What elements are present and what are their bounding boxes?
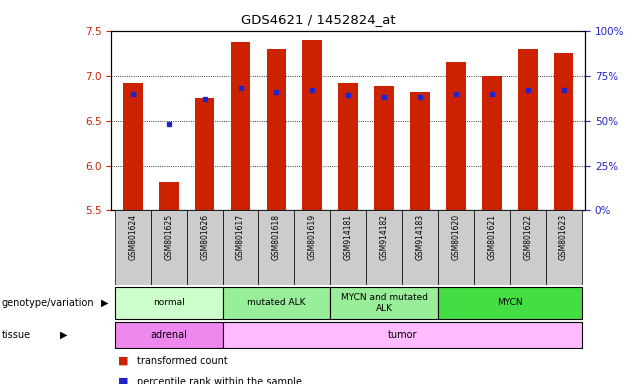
Text: GSM801623: GSM801623 <box>559 214 568 260</box>
Text: transformed count: transformed count <box>137 356 228 366</box>
Text: GSM801622: GSM801622 <box>523 214 532 260</box>
Bar <box>266 49 286 210</box>
Bar <box>482 76 502 210</box>
Bar <box>195 98 214 210</box>
Bar <box>223 287 330 319</box>
Text: GSM914181: GSM914181 <box>343 214 353 260</box>
Bar <box>330 210 366 285</box>
Bar <box>115 322 223 348</box>
Bar <box>151 210 187 285</box>
Text: MYCN and mutated
ALK: MYCN and mutated ALK <box>341 293 427 313</box>
Bar <box>474 210 509 285</box>
Text: GSM801624: GSM801624 <box>128 214 137 260</box>
Text: GSM801626: GSM801626 <box>200 214 209 260</box>
Bar <box>223 210 258 285</box>
Text: ▶: ▶ <box>100 298 108 308</box>
Text: GSM801618: GSM801618 <box>272 214 281 260</box>
Bar <box>258 210 294 285</box>
Text: GSM914182: GSM914182 <box>380 214 389 260</box>
Text: ■: ■ <box>118 356 128 366</box>
Text: tissue: tissue <box>1 330 31 340</box>
Text: percentile rank within the sample: percentile rank within the sample <box>137 377 301 384</box>
Bar <box>509 210 546 285</box>
Bar <box>303 40 322 210</box>
Bar <box>546 210 581 285</box>
Bar <box>115 287 223 319</box>
Text: GSM801621: GSM801621 <box>487 214 496 260</box>
Bar <box>294 210 330 285</box>
Bar <box>410 92 430 210</box>
Bar <box>223 322 581 348</box>
Text: GSM801620: GSM801620 <box>452 214 460 260</box>
Bar <box>554 53 574 210</box>
Bar <box>374 86 394 210</box>
Bar <box>187 210 223 285</box>
Bar <box>159 182 179 210</box>
Bar <box>338 83 358 210</box>
Bar <box>330 287 438 319</box>
Text: mutated ALK: mutated ALK <box>247 298 306 308</box>
Text: ▶: ▶ <box>60 330 68 340</box>
Text: ■: ■ <box>118 377 128 384</box>
Text: GSM914183: GSM914183 <box>415 214 424 260</box>
Text: MYCN: MYCN <box>497 298 523 308</box>
Text: GSM801619: GSM801619 <box>308 214 317 260</box>
Text: tumor: tumor <box>387 330 417 340</box>
Text: genotype/variation: genotype/variation <box>1 298 94 308</box>
Bar <box>446 62 466 210</box>
Bar <box>518 49 537 210</box>
Bar <box>115 210 151 285</box>
Bar <box>231 41 251 210</box>
Text: GDS4621 / 1452824_at: GDS4621 / 1452824_at <box>240 13 396 26</box>
Text: GSM801617: GSM801617 <box>236 214 245 260</box>
Bar <box>123 83 142 210</box>
Bar <box>402 210 438 285</box>
Bar <box>366 210 402 285</box>
Bar <box>438 287 581 319</box>
Text: adrenal: adrenal <box>150 330 187 340</box>
Bar <box>438 210 474 285</box>
Text: GSM801625: GSM801625 <box>164 214 173 260</box>
Text: normal: normal <box>153 298 184 308</box>
